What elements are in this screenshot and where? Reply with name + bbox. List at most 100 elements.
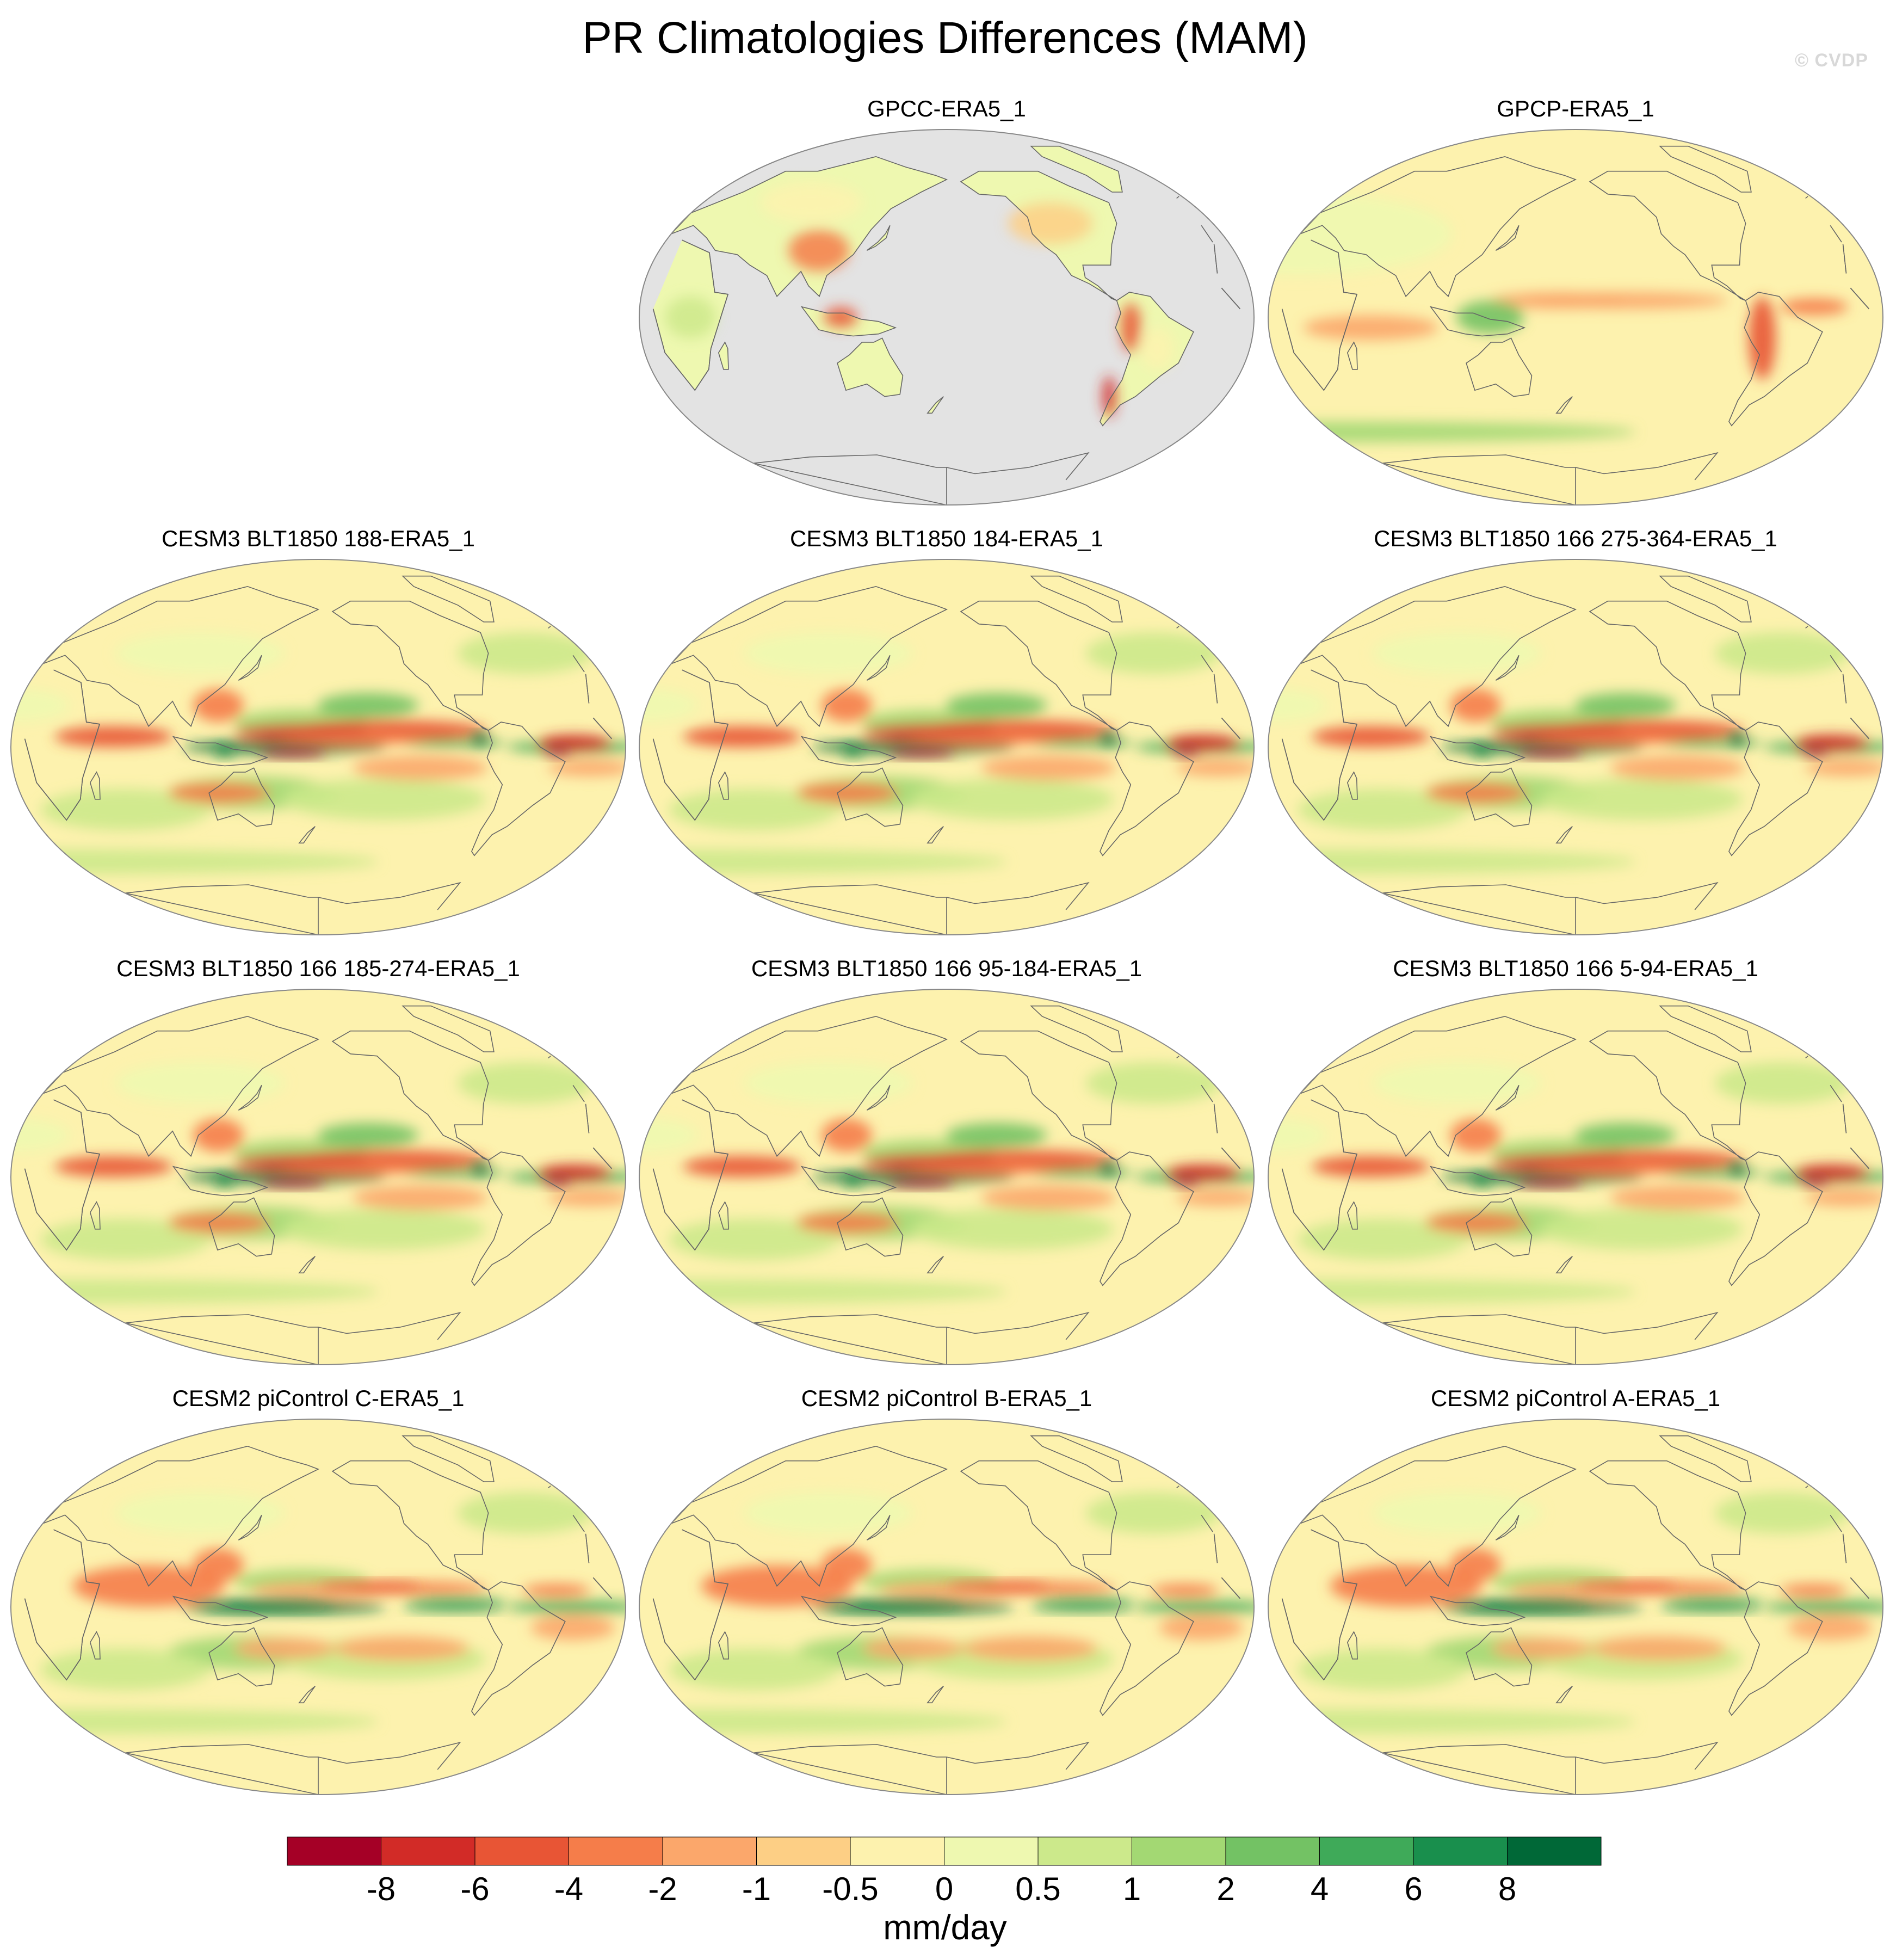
anomaly-blob — [168, 1212, 270, 1234]
anomaly-blob — [911, 1208, 1114, 1250]
coastline-uk — [548, 1056, 551, 1059]
land-australia — [837, 338, 903, 397]
anomaly-blob — [1764, 1600, 1883, 1613]
coastline-greenland — [1030, 575, 1123, 622]
coastline-eurasia — [42, 1015, 585, 1157]
coastline-greenland — [1659, 1435, 1752, 1482]
coastlines — [24, 1435, 612, 1795]
map-panel: CESM3 BLT1850 166 275-364-ERA5_1 — [1265, 525, 1886, 955]
anomaly-core — [947, 1582, 1048, 1591]
coastline-indonesia — [1429, 1595, 1526, 1626]
coastline-namerica — [960, 1030, 1117, 1161]
coastline-eurasia — [1300, 585, 1842, 728]
coastlines — [652, 1435, 1240, 1795]
coastline-japan — [866, 1084, 891, 1111]
anomaly-blob — [1450, 688, 1501, 722]
colorbar-boxes — [287, 1836, 1602, 1866]
coastline-eurasia — [671, 1015, 1213, 1157]
anomaly-blob — [862, 1638, 964, 1659]
anomaly-blob — [1140, 328, 1174, 369]
panel-title: CESM2 piControl B-ERA5_1 — [801, 1385, 1092, 1411]
map-globe — [639, 129, 1255, 506]
colorbar-box — [1319, 1836, 1414, 1866]
land-greenland — [1031, 146, 1122, 192]
colorbar-tick-label: -8 — [366, 1871, 396, 1907]
map-border — [639, 559, 1255, 935]
coastline-namerica — [331, 1460, 489, 1591]
coastline-nz — [298, 826, 316, 844]
colorbar-box — [1037, 1836, 1132, 1866]
anomaly-core — [1662, 1602, 1763, 1611]
anomaly-core — [258, 749, 326, 758]
coastline-namerica — [960, 1460, 1117, 1591]
anomaly-blob — [1456, 300, 1524, 334]
coastline-antarctica — [1382, 1741, 1719, 1795]
anomaly-blob — [547, 760, 626, 776]
coastline-antarctica — [125, 1311, 461, 1365]
anomaly-blob — [54, 726, 173, 747]
anomaly-blob — [669, 789, 838, 830]
anomaly-blob — [1312, 1156, 1430, 1177]
coastline-namerica — [960, 170, 1117, 301]
anomaly-blob — [168, 782, 270, 804]
anomaly-core — [842, 745, 863, 758]
map-panel: CESM3 BLT1850 188-ERA5_1 — [8, 525, 628, 955]
map-border — [10, 989, 626, 1365]
anomaly-blob — [1591, 1636, 1727, 1661]
anomaly-blob — [821, 1548, 872, 1582]
coastline-australia — [208, 1197, 275, 1257]
coastline-madagascar — [1347, 1201, 1358, 1230]
coastline-indonesia — [1429, 736, 1526, 767]
anomaly-blob — [905, 1162, 1057, 1175]
coastline-madagascar — [718, 1631, 729, 1660]
anomaly-blob — [824, 307, 858, 328]
anomaly-blob — [1450, 1548, 1501, 1582]
anomaly-blob — [193, 1118, 244, 1152]
anomaly-blob — [115, 632, 285, 674]
coastline-eurasia — [42, 1445, 585, 1587]
anomaly-core — [887, 1179, 955, 1188]
coastline-greenland — [1030, 145, 1123, 193]
figure-title: PR Climatologies Differences (MAM) — [582, 13, 1308, 63]
anomaly-blob — [1086, 1062, 1221, 1104]
colorbar-tick-label: 1 — [1122, 1871, 1141, 1907]
coastline-japan — [1495, 655, 1520, 681]
panel-title: CESM3 BLT1850 188-ERA5_1 — [162, 526, 475, 551]
map-globe — [1268, 1419, 1883, 1795]
map-border — [1268, 989, 1883, 1365]
coastline-madagascar — [89, 1201, 101, 1230]
anomaly-core — [1576, 1582, 1677, 1591]
colorbar-tick-label: 2 — [1216, 1871, 1235, 1907]
panel-title: CESM2 piControl A-ERA5_1 — [1430, 1385, 1721, 1411]
anomaly-blob — [744, 1062, 913, 1104]
coastline-namerica — [1589, 170, 1746, 301]
anomaly-blob — [1715, 632, 1850, 674]
coastline-samerica — [1099, 1151, 1194, 1286]
anomaly-blob — [946, 1123, 1047, 1148]
anomaly-blob — [1715, 1492, 1850, 1534]
colorbar-tick-label: 4 — [1310, 1871, 1329, 1907]
coastline-samerica — [471, 1581, 566, 1716]
anomaly-blob — [193, 688, 244, 722]
coastlines — [652, 1005, 1240, 1365]
coastline-japan — [1495, 1514, 1520, 1541]
coastline-eurasia — [1300, 1445, 1842, 1587]
anomaly-blob — [317, 693, 419, 718]
anomaly-core — [1729, 1162, 1746, 1175]
panel-title: CESM3 BLT1850 166 185-274-ERA5_1 — [116, 956, 520, 981]
anomaly-blob — [1086, 632, 1221, 674]
map-globe — [10, 989, 626, 1365]
anomaly-blob — [796, 1212, 898, 1234]
coastline-samerica — [471, 722, 566, 856]
panel-title: CESM3 BLT1850 166 5-94-ERA5_1 — [1393, 956, 1758, 981]
coastline-australia — [837, 767, 904, 827]
colorbar-tick-label: 6 — [1404, 1871, 1423, 1907]
coastline-antarctica — [125, 1741, 461, 1795]
coastline-japan — [238, 1514, 262, 1541]
anomaly-blob — [981, 1185, 1116, 1211]
map-border — [10, 1419, 626, 1795]
coastline-australia — [1466, 1197, 1533, 1257]
anomaly-blob — [282, 778, 485, 820]
coastline-nz — [927, 396, 944, 414]
coastlines — [24, 1005, 612, 1365]
